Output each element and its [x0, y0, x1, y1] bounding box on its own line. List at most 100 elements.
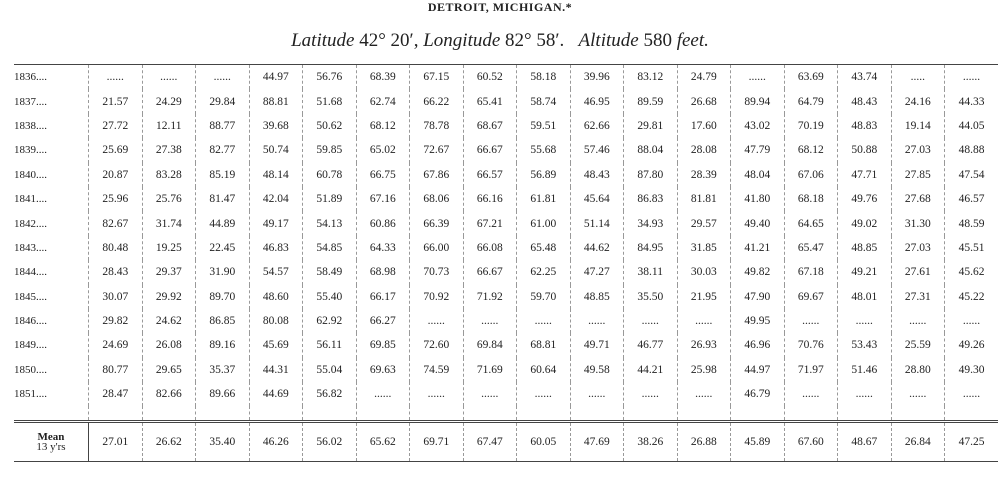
- value-cell: 67.18: [783, 260, 838, 285]
- row: 1839.... 25.69 27.38 82.77 50.74 59.85 65.02 72…: [14, 138, 998, 163]
- mean-value: 60.05: [516, 421, 570, 463]
- value-cell: 59.70: [516, 284, 570, 309]
- value-cell: 60.78: [302, 162, 356, 187]
- value-cell: 26.68: [676, 89, 731, 114]
- value-cell: 25.98: [676, 357, 731, 383]
- value-cell: 71.97: [783, 357, 838, 383]
- value-cell: 56.82: [302, 382, 356, 407]
- subtitle-part: feet.: [676, 30, 709, 51]
- mean-value: 27.01: [88, 421, 142, 463]
- row: 1843.... 80.48 19.25 22.45 46.83 54.85 64.33 66…: [14, 235, 998, 261]
- value-cell: ......: [516, 308, 570, 334]
- year-cell: 1841....: [14, 193, 47, 206]
- value-cell: 19.14: [890, 113, 945, 139]
- value-cell: 65.41: [462, 89, 517, 114]
- value-cell: 44.62: [569, 235, 624, 261]
- value-cell: 53.43: [837, 333, 891, 358]
- value-cell: 24.62: [141, 308, 196, 334]
- value-cell: 44.21: [623, 357, 677, 383]
- spacer: [569, 406, 624, 424]
- value-cell: 69.63: [355, 357, 410, 383]
- value-cell: 19.25: [141, 235, 196, 261]
- value-cell: ......: [890, 382, 945, 407]
- value-cell: 48.85: [837, 235, 891, 261]
- value-cell: 21.95: [676, 284, 731, 309]
- value-cell: 49.76: [837, 186, 891, 212]
- value-cell: 49.95: [730, 308, 784, 334]
- value-cell: ......: [409, 382, 463, 407]
- value-cell: 66.17: [355, 284, 410, 309]
- value-cell: 74.59: [409, 357, 463, 383]
- value-cell: 27.68: [890, 186, 945, 212]
- value-cell: 69.84: [462, 333, 517, 358]
- value-cell: 44.97: [248, 64, 303, 90]
- year-cell: 1842....: [14, 217, 47, 230]
- value-cell: 68.67: [462, 113, 517, 139]
- value-cell: 67.16: [355, 186, 410, 212]
- spacer: [88, 406, 142, 424]
- value-cell: 48.88: [944, 138, 998, 163]
- mean-value: 45.89: [730, 421, 784, 463]
- value-cell: 69.67: [783, 284, 838, 309]
- value-cell: 29.84: [195, 89, 249, 114]
- value-cell: 29.65: [141, 357, 196, 383]
- value-cell: ......: [462, 382, 517, 407]
- value-cell: 30.03: [676, 260, 731, 285]
- value-cell: 86.83: [623, 186, 677, 212]
- mean-value: 38.26: [623, 421, 677, 463]
- value-cell: 69.85: [355, 333, 410, 358]
- value-cell: ......: [944, 382, 998, 407]
- spacer: [14, 406, 89, 424]
- value-cell: 58.49: [302, 260, 356, 285]
- value-cell: 67.86: [409, 162, 463, 187]
- value-cell: 38.11: [623, 260, 677, 285]
- value-cell: 26.08: [141, 333, 196, 358]
- subtitle-part: 580: [638, 30, 677, 51]
- value-cell: 48.43: [837, 89, 891, 114]
- value-cell: 28.47: [88, 382, 142, 407]
- row: 1838.... 27.72 12.11 88.77 39.68 50.62 68.12 78…: [14, 113, 998, 139]
- value-cell: 49.17: [248, 211, 303, 236]
- value-cell: 46.57: [944, 186, 998, 212]
- year-cell: 1836....: [14, 64, 89, 90]
- value-cell: 64.33: [355, 235, 410, 261]
- value-cell: 66.00: [409, 235, 463, 261]
- mean-value: 56.02: [302, 421, 356, 463]
- value-cell: 20.87: [88, 162, 142, 187]
- subtitle-part: 42° 20′,: [354, 30, 424, 51]
- value-cell: 51.89: [302, 186, 356, 212]
- value-cell: ......: [355, 382, 410, 407]
- value-cell: 29.92: [141, 284, 196, 309]
- value-cell: ......: [944, 64, 998, 90]
- year-cell: 1851....: [14, 388, 47, 401]
- value-cell: 51.68: [302, 89, 356, 114]
- spacer: [302, 406, 356, 424]
- value-cell: 22.45: [195, 235, 249, 261]
- value-cell: 89.70: [195, 284, 249, 309]
- value-cell: 44.33: [944, 89, 998, 114]
- value-cell: 55.04: [302, 357, 356, 383]
- spacer: [676, 406, 731, 424]
- value-cell: 41.21: [730, 235, 784, 261]
- value-cell: 54.57: [248, 260, 303, 285]
- mean-value: 26.88: [676, 421, 731, 463]
- value-cell: 44.97: [730, 357, 784, 383]
- value-cell: ......: [837, 382, 891, 407]
- value-cell: 44.69: [248, 382, 303, 407]
- value-cell: 67.06: [783, 162, 838, 187]
- value-cell: 28.80: [890, 357, 945, 383]
- value-cell: 42.04: [248, 186, 303, 212]
- value-cell: 50.62: [302, 113, 356, 139]
- value-cell: 24.69: [88, 333, 142, 358]
- value-cell: ......: [783, 382, 838, 407]
- value-cell: 67.15: [409, 64, 463, 90]
- value-cell: 65.02: [355, 138, 410, 163]
- value-cell: 67.21: [462, 211, 517, 236]
- value-cell: 24.79: [676, 64, 731, 90]
- value-cell: 45.51: [944, 235, 998, 261]
- value-cell: 86.85: [195, 308, 249, 334]
- value-cell: 46.77: [623, 333, 677, 358]
- year-cell: 1843....: [14, 241, 47, 254]
- value-cell: ......: [569, 382, 624, 407]
